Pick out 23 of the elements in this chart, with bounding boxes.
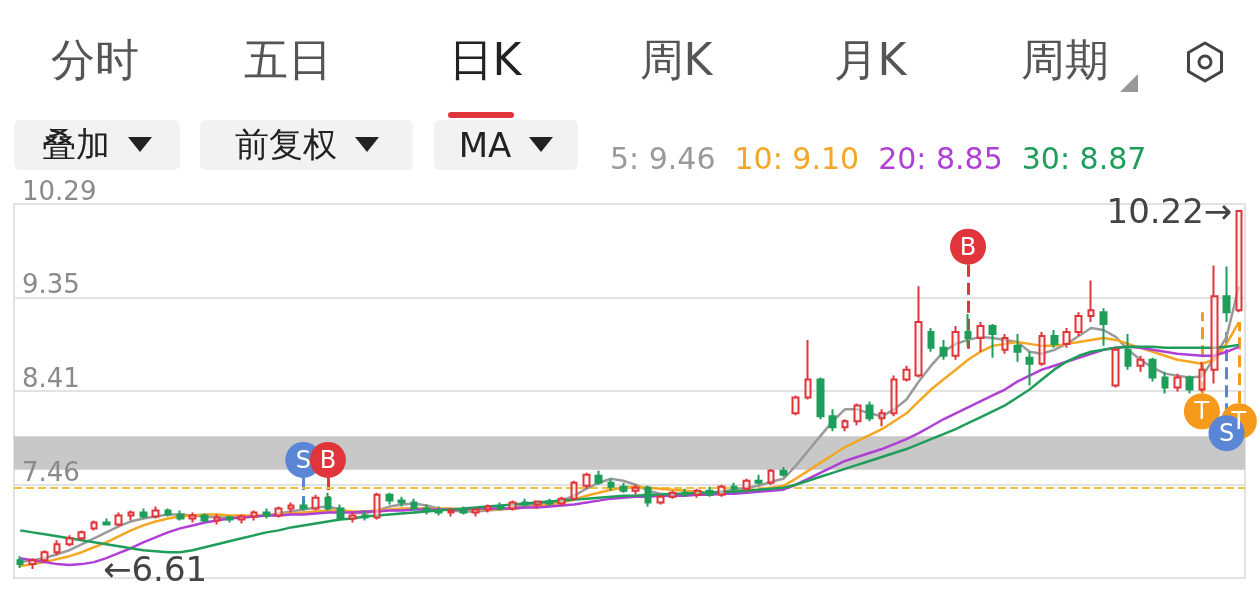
text: 前复权: [234, 123, 337, 166]
annotation: 10.22→: [1106, 190, 1233, 231]
annotation: B: [319, 445, 337, 474]
text: 20: 8.85: [878, 140, 1003, 176]
text: 五日: [243, 33, 333, 87]
y-tick-label: 8.41: [22, 362, 80, 393]
y-tick-label: 10.29: [22, 176, 97, 206]
y-tick-label: 9.35: [22, 269, 80, 300]
text: 周期: [1020, 33, 1110, 87]
text: 5: 9.46: [610, 140, 716, 176]
text: 月K: [832, 33, 908, 87]
text: 30: 8.87: [1021, 140, 1147, 176]
text: 叠加: [42, 123, 110, 166]
text: MA: [458, 125, 512, 165]
annotation: T: [1193, 397, 1210, 426]
text: 周K: [638, 33, 714, 87]
annotation: B: [959, 232, 977, 261]
annotation: ←6.61: [102, 549, 208, 590]
text: 10: 9.10: [734, 140, 860, 176]
text: 分时: [50, 33, 140, 87]
text: 日K: [447, 33, 523, 87]
y-tick-label: 7.46: [22, 456, 80, 487]
annotation: S: [295, 445, 311, 474]
